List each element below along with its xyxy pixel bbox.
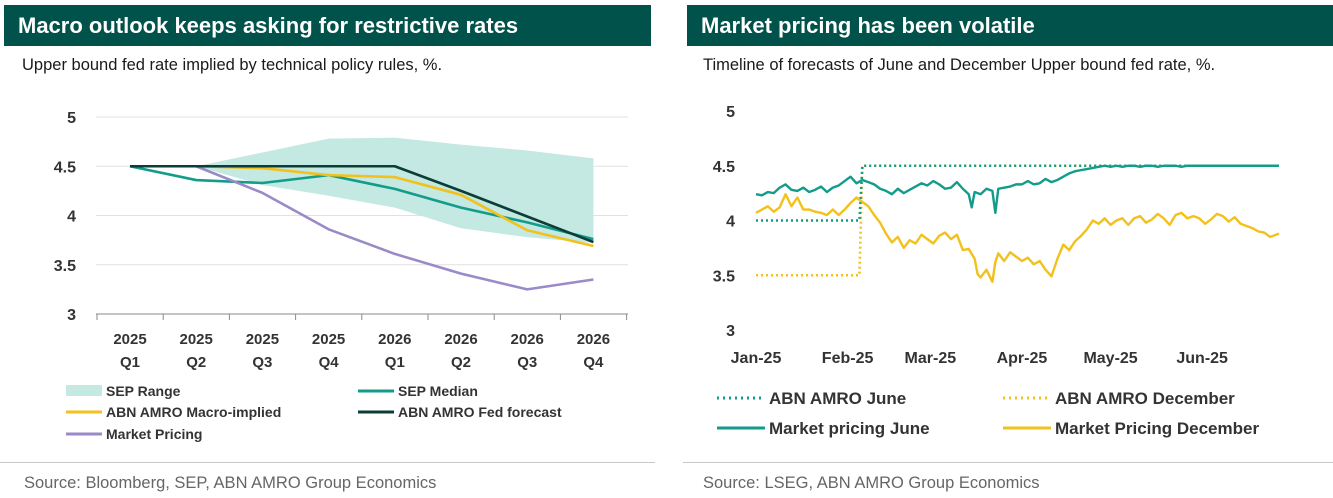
- legend-label-abn-amro-december: ABN AMRO December: [1055, 389, 1235, 408]
- market-pricing-line: [130, 164, 594, 291]
- right-source-note: Source: LSEG, ABN AMRO Group Economics: [703, 474, 1040, 492]
- right-chart-subtitle: Timeline of forecasts of June and Decemb…: [703, 56, 1216, 74]
- x-tick-year: 2026: [444, 331, 477, 348]
- y-tick-label: 3.5: [713, 268, 735, 285]
- x-tick-quarter: Q4: [319, 354, 340, 371]
- legend-label-market-pricing-june: Market pricing June: [769, 419, 930, 438]
- legend-label-abn-amro-fed-forecast: ABN AMRO Fed forecast: [398, 404, 562, 420]
- legend-label-abn-amro-macro-implied: ABN AMRO Macro-implied: [106, 404, 281, 420]
- y-tick-label: 5: [67, 110, 76, 127]
- x-tick-year: 2025: [246, 331, 279, 348]
- x-tick-label: Feb-25: [822, 350, 874, 367]
- legend-label-market-pricing: Market Pricing: [106, 426, 202, 442]
- y-tick-label: 5: [726, 104, 735, 121]
- y-tick-label: 4: [726, 214, 735, 231]
- y-tick-label: 3: [67, 307, 76, 324]
- x-tick-year: 2026: [378, 331, 411, 348]
- x-tick-year: 2026: [511, 331, 544, 348]
- sep-range-band: [196, 137, 594, 244]
- x-tick-label: Mar-25: [905, 350, 957, 367]
- left-source-divider: [0, 462, 655, 463]
- x-tick-year: 2026: [577, 331, 610, 348]
- x-tick-quarter: Q2: [451, 354, 471, 371]
- right-source-divider: [683, 462, 1333, 463]
- market-pricing-june-line: [755, 164, 1279, 215]
- x-tick-quarter: Q4: [583, 354, 604, 371]
- x-tick-label: May-25: [1083, 350, 1137, 367]
- right-panel: Market pricing has been volatile Timelin…: [683, 0, 1333, 498]
- left-chart-subtitle: Upper bound fed rate implied by technica…: [22, 56, 443, 74]
- right-chart-banner: Market pricing has been volatile: [687, 5, 1333, 46]
- legend-label-market-pricing-december: Market Pricing December: [1055, 419, 1259, 438]
- y-tick-label: 4: [67, 209, 76, 226]
- left-panel: Macro outlook keeps asking for restricti…: [0, 0, 655, 498]
- x-tick-quarter: Q1: [120, 354, 140, 371]
- x-tick-label: Apr-25: [997, 350, 1048, 367]
- x-tick-year: 2025: [113, 331, 146, 348]
- sep-median-line: [129, 164, 594, 241]
- y-tick-label: 4.5: [713, 159, 735, 176]
- x-tick-year: 2025: [312, 331, 345, 348]
- y-tick-label: 4.5: [54, 159, 76, 176]
- legend-swatch-sep-range: [66, 385, 102, 396]
- market-pricing-chart: 3 3.5 4 4.5 5 Jan-25 Feb-25 Mar-25 Apr-25 May-25 J…: [713, 104, 1280, 438]
- abn-amro-june-line: [756, 164, 1279, 222]
- market-pricing-december-line: [755, 193, 1280, 284]
- left-source-note: Source: Bloomberg, SEP, ABN AMRO Group E…: [24, 474, 437, 492]
- y-tick-label: 3.5: [54, 258, 76, 275]
- x-tick-quarter: Q3: [517, 354, 537, 371]
- x-tick-label: Jan-25: [731, 350, 782, 367]
- x-tick-quarter: Q1: [385, 354, 405, 371]
- legend-label-sep-range: SEP Range: [106, 383, 181, 399]
- abn-amro-fed-forecast-line: [130, 164, 594, 244]
- legend-label-abn-amro-june: ABN AMRO June: [769, 389, 906, 408]
- left-chart-banner: Macro outlook keeps asking for restricti…: [4, 5, 651, 46]
- x-tick-quarter: Q2: [186, 354, 206, 371]
- policy-rules-chart: 3 3.5 4 4.5 5 2025 Q1 2025 Q2 2025 Q3 2025 Q4 2026 Q1 2…: [54, 110, 628, 442]
- x-tick-quarter: Q3: [252, 354, 272, 371]
- x-tick-label: Jun-25: [1176, 350, 1228, 367]
- x-tick-year: 2025: [180, 331, 213, 348]
- y-tick-label: 3: [726, 323, 735, 340]
- legend-label-sep-median: SEP Median: [398, 383, 478, 399]
